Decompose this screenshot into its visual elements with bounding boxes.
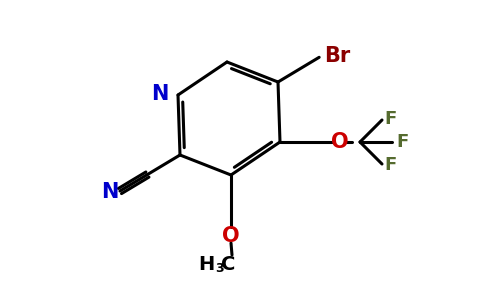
Text: F: F xyxy=(385,110,397,128)
Text: H: H xyxy=(198,256,214,274)
Text: O: O xyxy=(222,226,240,246)
Text: Br: Br xyxy=(324,46,350,66)
Text: C: C xyxy=(221,256,235,274)
Text: O: O xyxy=(331,132,349,152)
Text: N: N xyxy=(151,84,169,104)
Text: 3: 3 xyxy=(215,262,223,275)
Text: N: N xyxy=(101,182,119,202)
Text: F: F xyxy=(396,133,408,151)
Text: F: F xyxy=(385,156,397,174)
